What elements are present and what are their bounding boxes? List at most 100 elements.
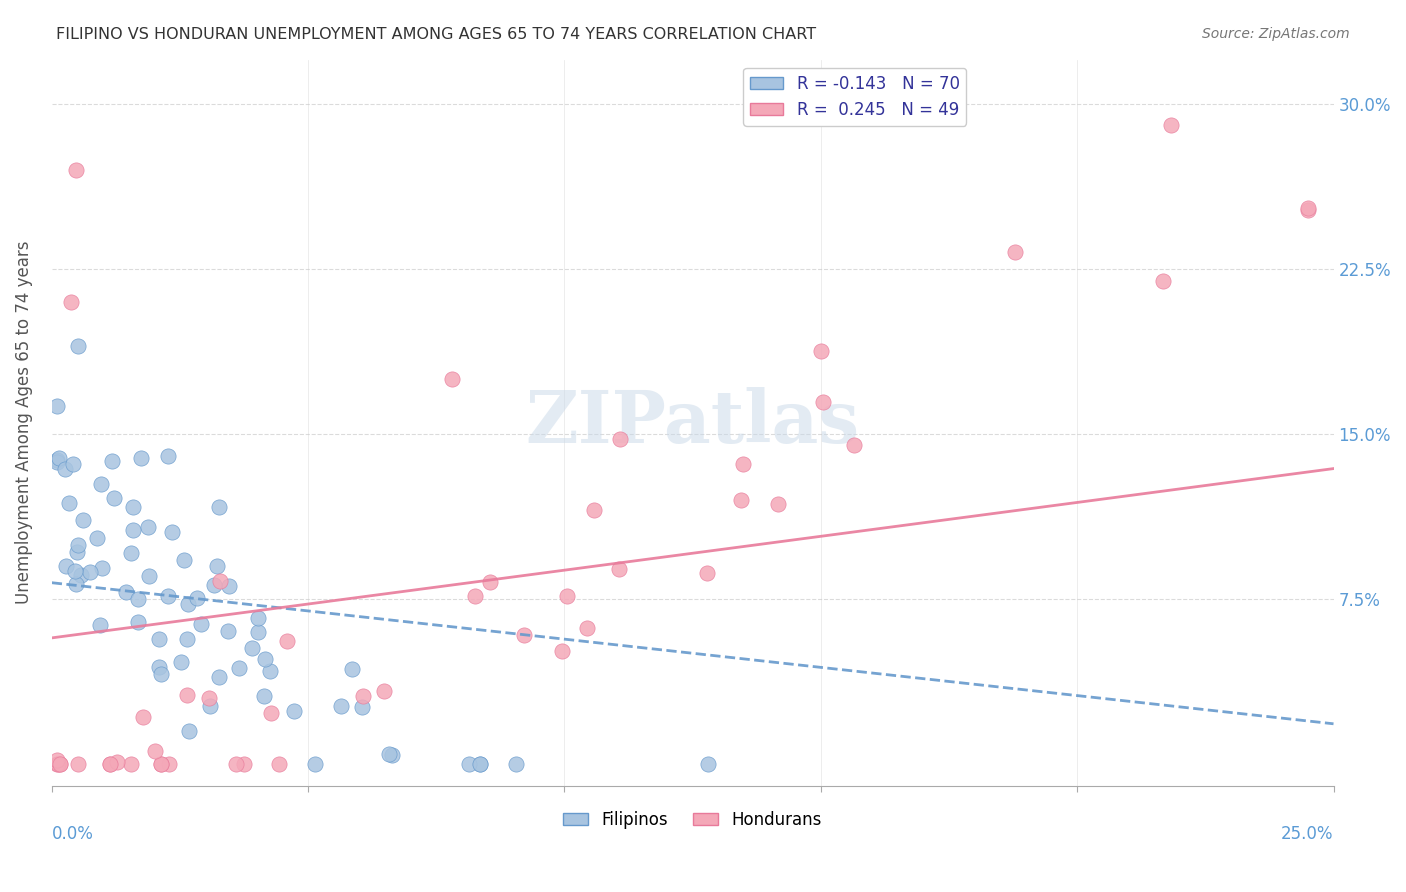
Point: [340, 662, 363, 676]
Point: [267, 756, 290, 771]
Point: [89, 476, 111, 491]
Point: [129, 451, 152, 466]
Point: [440, 372, 463, 386]
Point: [696, 756, 718, 771]
Point: [844, 438, 866, 452]
Point: [232, 756, 254, 771]
Point: [66, 339, 89, 353]
Point: [811, 394, 834, 409]
Point: [62, 457, 84, 471]
Point: [45, 399, 67, 413]
Point: [67, 538, 90, 552]
Point: [205, 558, 228, 573]
Point: [66, 545, 89, 559]
Point: [505, 756, 527, 771]
Point: [810, 343, 832, 358]
Point: [45, 452, 67, 467]
Point: [186, 591, 208, 605]
Point: [177, 723, 200, 738]
Point: [247, 624, 270, 639]
Point: [103, 491, 125, 505]
Point: [120, 756, 142, 771]
Point: [48, 756, 70, 771]
Point: [53, 461, 76, 475]
Point: [70, 568, 93, 582]
Legend: Filipinos, Hondurans: Filipinos, Hondurans: [557, 805, 828, 836]
Text: 0.0%: 0.0%: [52, 825, 94, 844]
Point: [98, 756, 121, 771]
Point: [138, 569, 160, 583]
Point: [55, 559, 77, 574]
Point: [1296, 202, 1319, 217]
Point: [468, 756, 491, 771]
Point: [176, 597, 198, 611]
Point: [65, 577, 87, 591]
Point: [276, 633, 298, 648]
Point: [45, 753, 67, 767]
Point: [555, 589, 578, 603]
Point: [551, 644, 574, 658]
Point: [228, 661, 250, 675]
Point: [121, 524, 143, 538]
Point: [156, 449, 179, 463]
Point: [66, 756, 89, 771]
Point: [91, 561, 114, 575]
Point: [583, 502, 606, 516]
Point: [169, 655, 191, 669]
Point: [304, 756, 326, 771]
Point: [49, 756, 72, 771]
Point: [208, 574, 231, 588]
Point: [136, 520, 159, 534]
Point: [378, 747, 401, 762]
Point: [1160, 118, 1182, 132]
Point: [246, 611, 269, 625]
Point: [350, 699, 373, 714]
Point: [1152, 275, 1174, 289]
Point: [89, 618, 111, 632]
Point: [352, 689, 374, 703]
Point: [575, 621, 598, 635]
Point: [149, 667, 172, 681]
Point: [107, 755, 129, 769]
Point: [479, 575, 502, 590]
Point: [381, 747, 404, 762]
Point: [157, 589, 180, 603]
Point: [127, 591, 149, 606]
Point: [512, 628, 534, 642]
Point: [253, 689, 276, 703]
Point: [373, 684, 395, 698]
Point: [176, 688, 198, 702]
Point: [464, 589, 486, 603]
Point: [143, 744, 166, 758]
Point: [148, 632, 170, 646]
Point: [128, 615, 150, 629]
Point: [79, 566, 101, 580]
Point: [157, 756, 180, 771]
Point: [86, 531, 108, 545]
Text: 25.0%: 25.0%: [1281, 825, 1333, 844]
Y-axis label: Unemployment Among Ages 65 to 74 years: Unemployment Among Ages 65 to 74 years: [15, 241, 32, 605]
Point: [48, 450, 70, 465]
Point: [149, 756, 172, 771]
Point: [259, 664, 281, 678]
Point: [208, 500, 231, 514]
Point: [733, 457, 755, 471]
Point: [240, 641, 263, 656]
Point: [121, 500, 143, 515]
Point: [58, 496, 80, 510]
Point: [131, 710, 153, 724]
Point: [1004, 245, 1026, 260]
Point: [65, 162, 87, 177]
Point: [101, 453, 124, 467]
Text: FILIPINO VS HONDURAN UNEMPLOYMENT AMONG AGES 65 TO 74 YEARS CORRELATION CHART: FILIPINO VS HONDURAN UNEMPLOYMENT AMONG …: [56, 27, 817, 42]
Point: [190, 616, 212, 631]
Point: [208, 670, 231, 684]
Point: [696, 566, 718, 580]
Point: [65, 565, 87, 579]
Text: ZIPatlas: ZIPatlas: [526, 387, 859, 458]
Point: [218, 579, 240, 593]
Point: [1296, 201, 1319, 215]
Point: [162, 524, 184, 539]
Text: Source: ZipAtlas.com: Source: ZipAtlas.com: [1202, 27, 1350, 41]
Point: [260, 706, 283, 721]
